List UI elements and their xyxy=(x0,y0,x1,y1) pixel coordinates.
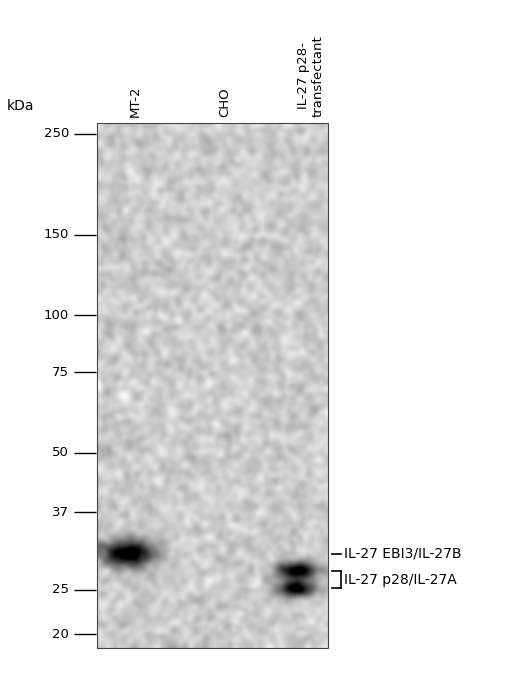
Text: 20: 20 xyxy=(52,628,69,641)
Text: 100: 100 xyxy=(44,309,69,322)
Text: IL-27 p28-
transfectant: IL-27 p28- transfectant xyxy=(297,35,324,117)
Text: 75: 75 xyxy=(52,366,69,379)
Text: MT-2: MT-2 xyxy=(129,85,142,117)
Text: IL-27 EBI3/IL-27B: IL-27 EBI3/IL-27B xyxy=(344,547,461,560)
Text: 25: 25 xyxy=(52,583,69,596)
Text: CHO: CHO xyxy=(218,87,231,117)
Text: 150: 150 xyxy=(44,228,69,241)
Text: 50: 50 xyxy=(52,446,69,459)
Bar xyxy=(97,123,328,648)
Text: kDa: kDa xyxy=(7,99,35,113)
Text: IL-27 p28/IL-27A: IL-27 p28/IL-27A xyxy=(344,573,457,587)
Text: 37: 37 xyxy=(52,506,69,519)
Text: 250: 250 xyxy=(44,127,69,140)
